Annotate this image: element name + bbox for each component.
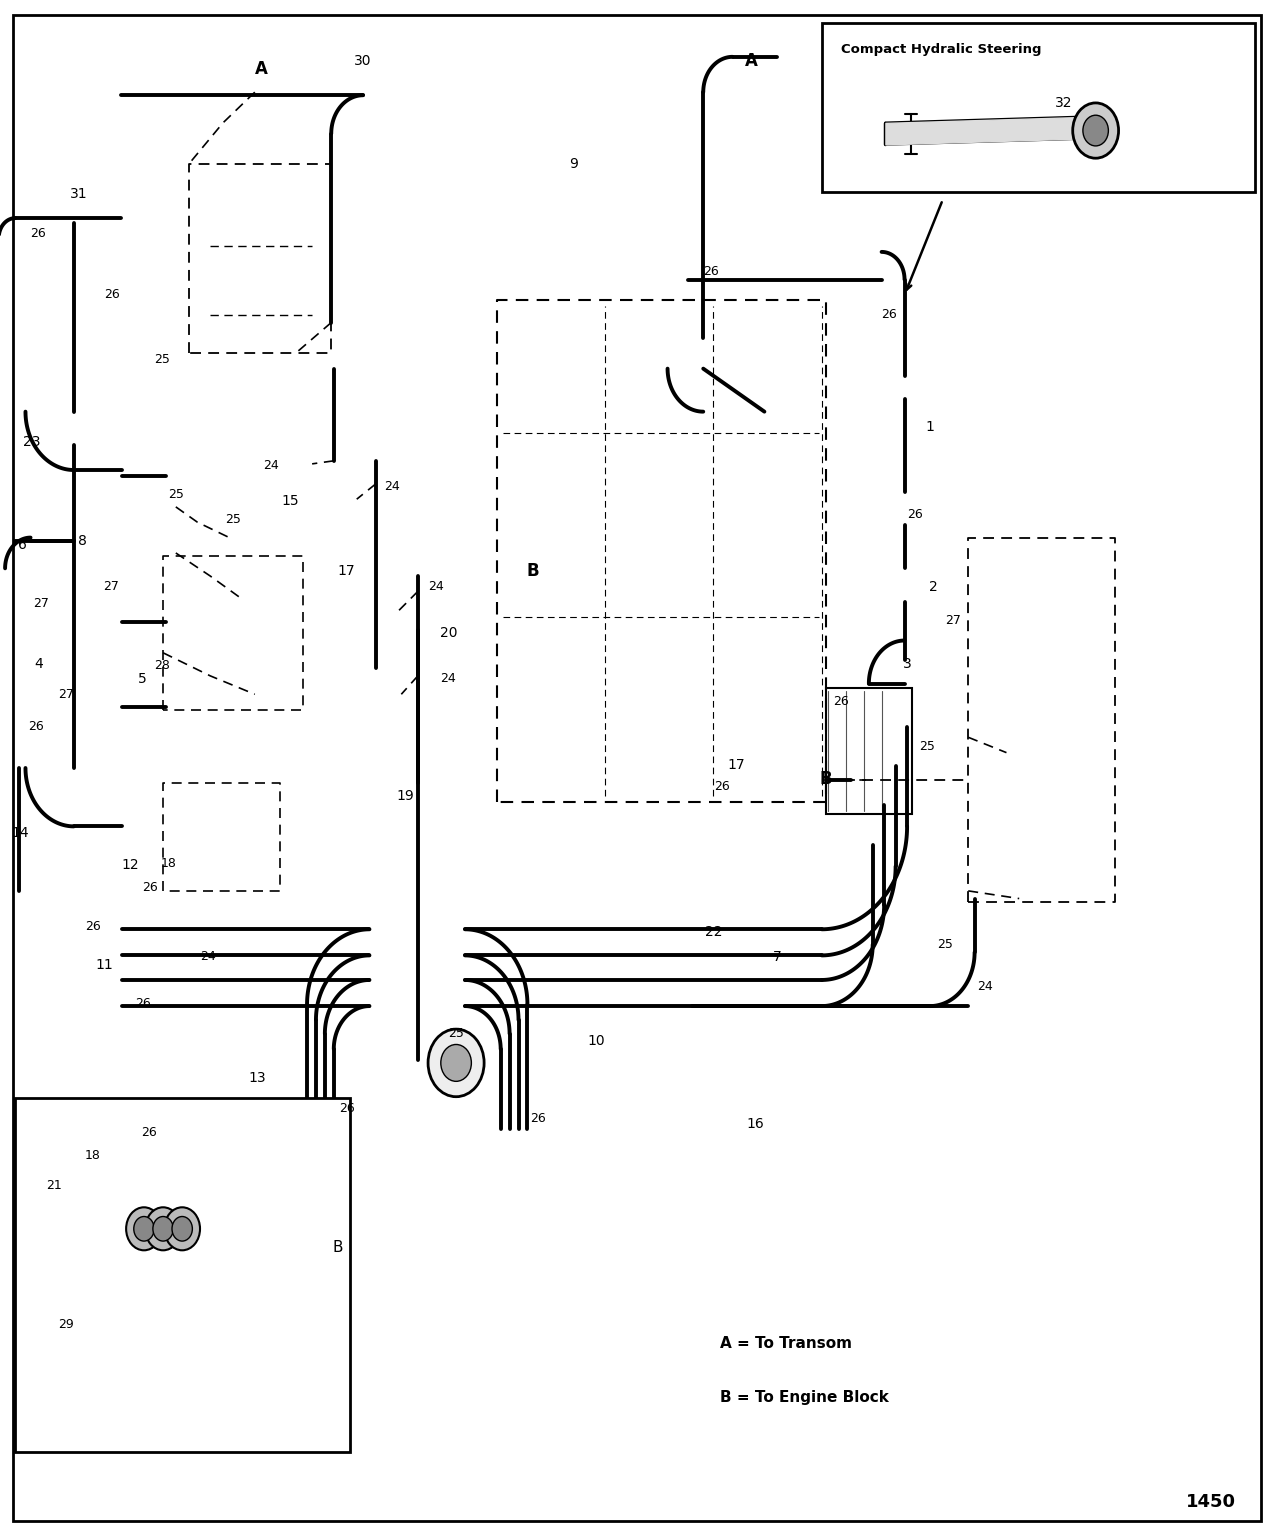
Bar [822, 23, 1255, 192]
Text: 25: 25 [225, 513, 241, 525]
Text: 12: 12 [121, 857, 139, 872]
Circle shape [134, 1217, 154, 1241]
Circle shape [145, 1207, 181, 1250]
Text: 18: 18 [85, 1149, 101, 1161]
Text: 24: 24 [441, 673, 456, 685]
Text: 30: 30 [354, 54, 372, 69]
Text: 26: 26 [143, 882, 158, 894]
Text: 27: 27 [33, 598, 48, 610]
Text: 28: 28 [154, 659, 169, 671]
Text: 26: 26 [882, 309, 897, 321]
Circle shape [172, 1217, 192, 1241]
Bar [826, 688, 912, 814]
Text: A = To Transom: A = To Transom [720, 1336, 852, 1352]
Text: 26: 26 [85, 920, 101, 932]
Text: 29: 29 [59, 1318, 74, 1330]
Text: 26: 26 [530, 1112, 545, 1124]
Text: 26: 26 [28, 720, 43, 733]
Text: 7: 7 [773, 949, 781, 965]
Text: 25: 25 [938, 938, 953, 951]
Text: 24: 24 [264, 459, 279, 472]
Text: 26: 26 [833, 696, 848, 708]
Text: 16: 16 [747, 1117, 764, 1132]
Text: 22: 22 [705, 925, 722, 940]
Text: 3: 3 [903, 656, 911, 671]
Text: 6: 6 [19, 538, 27, 553]
Text: 4: 4 [34, 656, 42, 671]
Text: 25: 25 [154, 353, 169, 366]
Text: 11: 11 [96, 957, 113, 972]
Text: B: B [526, 562, 539, 581]
Circle shape [1073, 103, 1119, 158]
Circle shape [153, 1217, 173, 1241]
Text: 24: 24 [977, 980, 992, 992]
Text: 26: 26 [703, 266, 719, 278]
Text: 26: 26 [31, 227, 46, 240]
Text: 26: 26 [135, 997, 150, 1009]
Text: 26: 26 [141, 1126, 157, 1138]
Text: 24: 24 [385, 481, 400, 493]
Text: B: B [333, 1240, 343, 1255]
Text: B = To Engine Block: B = To Engine Block [720, 1390, 889, 1405]
Text: 14: 14 [11, 825, 29, 840]
Circle shape [164, 1207, 200, 1250]
Text: 27: 27 [103, 581, 118, 593]
Text: 15: 15 [282, 493, 299, 508]
Text: 8: 8 [79, 533, 87, 548]
Text: 2: 2 [930, 579, 938, 594]
Text: 17: 17 [727, 757, 745, 773]
Text: 27: 27 [59, 688, 74, 700]
Circle shape [428, 1029, 484, 1097]
Text: 31: 31 [70, 186, 88, 201]
Text: 1450: 1450 [1186, 1493, 1236, 1511]
Text: Compact Hydralic Steering: Compact Hydralic Steering [841, 43, 1041, 55]
Text: 26: 26 [715, 780, 730, 793]
Bar [15, 1098, 350, 1452]
Text: 25: 25 [448, 1028, 464, 1040]
Text: 26: 26 [104, 289, 120, 301]
Text: 25: 25 [168, 488, 183, 501]
Text: 24: 24 [200, 951, 215, 963]
Text: 24: 24 [428, 581, 443, 593]
Text: 32: 32 [1055, 95, 1073, 111]
Text: 17: 17 [338, 564, 355, 579]
Text: 26: 26 [907, 508, 922, 521]
Text: 13: 13 [248, 1071, 266, 1086]
Text: A: A [745, 52, 758, 71]
Text: 23: 23 [23, 435, 41, 450]
Text: 18: 18 [161, 857, 176, 869]
Circle shape [1083, 115, 1108, 146]
Text: 25: 25 [920, 740, 935, 753]
Text: 27: 27 [945, 614, 961, 627]
Text: 5: 5 [139, 671, 147, 687]
Text: 20: 20 [440, 625, 457, 641]
Text: 21: 21 [46, 1180, 61, 1192]
Circle shape [126, 1207, 162, 1250]
Text: 1: 1 [926, 419, 934, 435]
Text: A: A [255, 60, 268, 78]
Circle shape [441, 1044, 471, 1081]
Text: 26: 26 [339, 1103, 354, 1115]
Text: 10: 10 [587, 1034, 605, 1049]
Text: 19: 19 [396, 788, 414, 803]
Text: 9: 9 [569, 157, 577, 172]
Text: B: B [819, 770, 832, 788]
